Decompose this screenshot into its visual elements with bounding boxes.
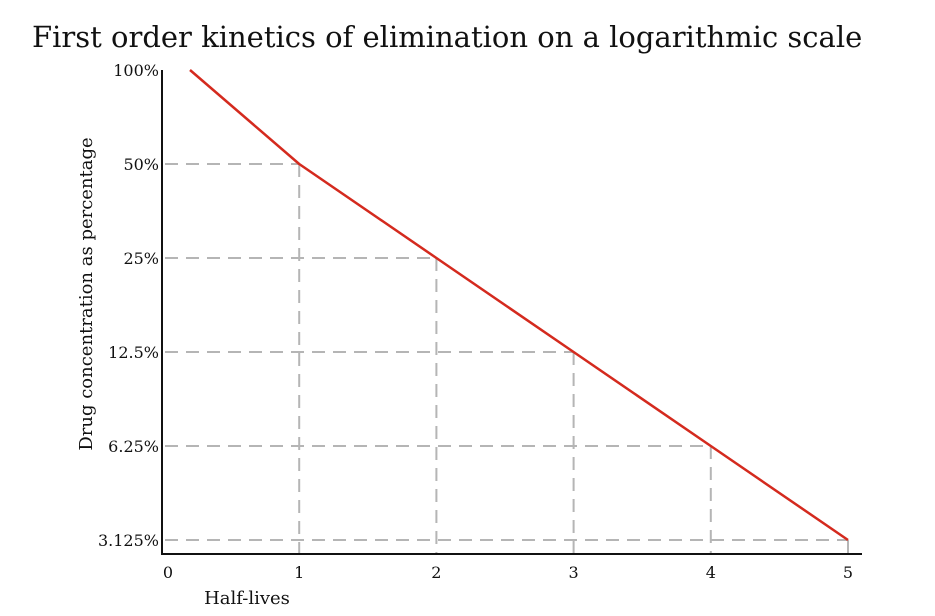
y-tick-label-2: 50% xyxy=(123,155,159,174)
x-tick-label-0: 0 xyxy=(163,563,173,582)
x-tick-label-2: 2 xyxy=(431,563,441,582)
x-tick-label-4: 4 xyxy=(706,563,716,582)
y-tick-label-4: 12.5% xyxy=(108,343,159,362)
y-tick-label-3: 25% xyxy=(123,249,159,268)
series-line-1 xyxy=(189,69,849,542)
guide-lines xyxy=(165,163,849,553)
y-tick-label-5: 6.25% xyxy=(108,437,159,456)
x-tick-label-1: 1 xyxy=(294,563,304,582)
x-tick-label-5: 5 xyxy=(843,563,853,582)
y-tick-label-1: 100% xyxy=(113,61,159,80)
series-group xyxy=(189,69,849,542)
y-axis-label: Drug concentration as percentage xyxy=(76,137,97,450)
y-tick-labels: 100% 50% 25% 12.5% 6.25% 3.125% xyxy=(98,61,159,550)
chart-title: First order kinetics of elimination on a… xyxy=(32,20,862,54)
x-axis-label: Half-lives xyxy=(204,588,290,609)
x-tick-label-3: 3 xyxy=(569,563,579,582)
y-tick-label-6: 3.125% xyxy=(98,531,159,550)
x-tick-labels: 0 1 2 3 4 5 xyxy=(163,563,853,582)
